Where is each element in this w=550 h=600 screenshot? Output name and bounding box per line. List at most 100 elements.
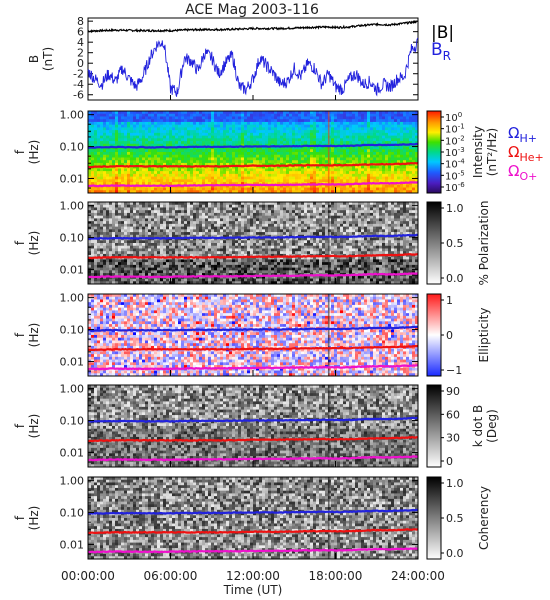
x-ticks	[87, 553, 419, 559]
legend-hplus-sub: H+	[519, 132, 537, 145]
x-tick-labels: 00:00:00 06:00:00 12:00:00 18:00:00 24:00:00	[61, 569, 445, 583]
colorbar-tick-exp: 0	[458, 111, 462, 119]
colorbar-tick-label: 0.5	[446, 237, 464, 250]
heatmap-cells	[88, 477, 419, 560]
y-axis-label: f	[13, 423, 27, 428]
y-axis-label: f	[13, 332, 27, 337]
x-ticks	[87, 370, 419, 376]
gyrofrequency-line-heplus	[87, 161, 419, 169]
gyrofrequency-line-hplus	[87, 416, 418, 423]
y-ticks: 1.00 0.10 0.01	[60, 200, 418, 280]
y-tick-label: 1.00	[60, 109, 85, 122]
colorbar-tick-label: 100	[445, 111, 462, 124]
heatmap-cells	[88, 111, 419, 194]
gyrofrequency-line-oplus	[87, 272, 419, 279]
gyrofrequency-line-hplus	[88, 508, 419, 515]
x-tick-label: 18:00:00	[309, 569, 363, 583]
gyrofrequency-line-heplus	[87, 528, 419, 535]
colorbar: 90 60 30 0 k dot B (Deg)	[426, 384, 499, 468]
legend-heplus-symbol: Ω	[508, 143, 519, 161]
y-axis-label: f	[13, 149, 27, 154]
y-tick-label: 0.01	[60, 446, 85, 459]
event-stripe	[327, 385, 330, 467]
x-tick-label: 24:00:00	[391, 569, 445, 583]
colorbar-label: k dot B	[471, 405, 485, 447]
y-axis-unit: (nT)	[41, 47, 55, 71]
figure-title: ACE Mag 2003-116	[185, 2, 319, 18]
colorbar: 1.0 0.5 0.0 Coherency	[426, 476, 491, 560]
colorbar-label: Coherency	[477, 486, 491, 550]
gyrofrequency-legend: ΩH+ ΩHe+ ΩO+	[508, 124, 544, 183]
colorbar-tick-exp: -6	[458, 181, 466, 189]
y-tick-label: 1.00	[60, 383, 85, 396]
colorbar-gradient	[426, 201, 442, 285]
y-tick-label: 0.10	[60, 141, 85, 154]
y-tick-label: -4	[73, 78, 84, 91]
y-axis-label: f	[13, 515, 27, 520]
y-tick-label: -2	[73, 68, 84, 81]
x-tick-label: 12:00:00	[226, 569, 280, 583]
panel-polarization: 1.00 0.10 0.01 f (Hz) 1.0 0.5 0.0 % Polarization	[13, 200, 491, 286]
colorbar-tick-base: 10	[445, 171, 458, 182]
colorbar-tick-label: 0.5	[446, 512, 464, 525]
event-stripe	[327, 202, 330, 284]
event-stripe	[327, 477, 330, 559]
x-ticks	[87, 95, 419, 100]
colorbar-tick-label: 90	[446, 385, 460, 398]
colorbar-tick-label: 60	[446, 408, 460, 421]
colorbar-tick-label: 10-4	[445, 158, 465, 171]
series-br-line	[87, 37, 418, 97]
colorbar-tick-exp: -2	[458, 134, 465, 142]
x-axis-label: Time (UT)	[223, 583, 283, 597]
legend-br-label: B	[431, 40, 443, 60]
y-tick-label: 0	[77, 57, 84, 70]
y-tick-label: 8	[77, 15, 84, 28]
colorbar-tick-label: 0.0	[446, 547, 464, 560]
colorbar-tick-exp: -1	[458, 123, 465, 131]
colorbar-unit: (nT²/Hz)	[485, 128, 499, 176]
legend-br-sub: R	[443, 49, 451, 63]
y-tick-label: 0.01	[60, 172, 85, 185]
y-axis-unit: (Hz)	[27, 414, 41, 439]
colorbar-gradient	[426, 293, 442, 377]
x-tick-label: 00:00:00	[61, 569, 115, 583]
x-ticks	[87, 461, 419, 467]
gyrofrequency-line-oplus	[87, 455, 418, 462]
y-tick-label: 1.00	[60, 475, 85, 488]
colorbar-tick-label: 30	[446, 432, 460, 445]
colorbar-tick-label: 10-6	[445, 181, 465, 194]
y-tick-label: 1.00	[60, 200, 85, 213]
gyrofrequency-line-hplus	[87, 325, 419, 332]
legend-heplus: ΩHe+	[508, 143, 544, 164]
colorbar-tick-label: 0	[446, 329, 453, 342]
y-axis-unit: (Hz)	[27, 323, 41, 348]
panel-k-dot-b: 1.00 0.10 0.01 f (Hz) 90 60 30 0 k dot B (Deg)	[13, 383, 499, 468]
colorbar-tick-label: 1.0	[446, 477, 464, 490]
y-axis-label: f	[13, 240, 27, 245]
y-tick-label: 0.01	[60, 538, 85, 551]
gyrofrequency-line-oplus	[87, 181, 419, 188]
colorbar-unit: (Deg)	[485, 409, 499, 443]
y-tick-label: 4	[77, 36, 84, 49]
colorbar-tick-label: 10-3	[445, 146, 465, 159]
gyrofrequency-line-heplus	[87, 435, 419, 443]
colorbar-tick-label: 1.0	[446, 202, 464, 215]
heatmap-cells	[88, 294, 419, 377]
colorbar-tick-base: 10	[445, 160, 458, 171]
y-ticks: 1.00 0.10 0.01	[60, 109, 418, 189]
colorbar-tick-base: 10	[445, 148, 458, 159]
legend-br: BR	[431, 40, 451, 63]
y-tick-label: 0.10	[60, 507, 85, 520]
y-ticks: 1.00 0.10 0.01	[60, 383, 418, 463]
colorbar-tick-base: 10	[445, 183, 458, 194]
colorbar-tick-label: 1	[446, 294, 453, 307]
colorbar-gradient	[426, 476, 442, 560]
x-tick-label: 06:00:00	[144, 569, 198, 583]
panel-coherency: 1.00 0.10 0.01 f (Hz) 1.0 0.5 0.0 Coherency	[13, 475, 491, 560]
spectrogram-panels: 1.000.100.01f (Hz)10010-110-210-310-410-5…	[13, 109, 499, 560]
gyrofrequency-line-hplus	[87, 142, 419, 149]
y-axis-unit: (Hz)	[27, 231, 41, 256]
